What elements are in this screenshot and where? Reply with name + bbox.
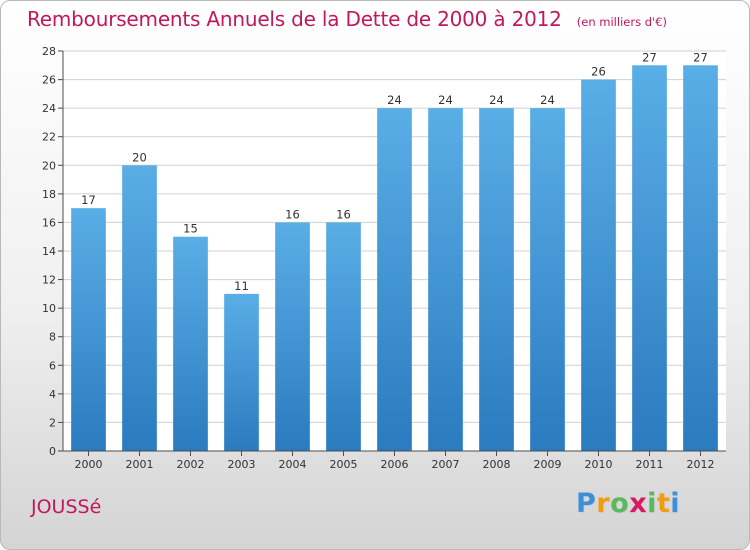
logo-letter: P (576, 488, 597, 519)
x-tick-label: 2000 (75, 458, 103, 471)
y-tick-label: 4 (49, 388, 56, 401)
chart-unit: (en milliers d'€) (576, 15, 667, 29)
bar-2002 (173, 236, 208, 451)
data-label-2007: 24 (438, 93, 453, 107)
data-label-layer: 17 20 15 11 16 16 24 24 24 24 26 27 27 (81, 50, 708, 293)
bar-layer (71, 65, 718, 452)
bar-2009 (530, 108, 565, 452)
x-tick-label: 2005 (330, 458, 358, 471)
bar-2001 (122, 165, 157, 452)
bar-2005 (326, 222, 361, 451)
data-label-2004: 16 (285, 207, 300, 221)
x-tick-label: 2012 (687, 458, 715, 471)
bar-2008 (479, 108, 514, 452)
bar-2006 (377, 108, 412, 452)
commune-name: JOUSSé (31, 496, 102, 518)
x-tick-label: 2006 (381, 458, 409, 471)
x-tick-label: 2002 (177, 458, 205, 471)
logo-letter: i (647, 488, 657, 519)
chart-title: Remboursements Annuels de la Dette de 20… (27, 7, 562, 31)
y-tick-label: 0 (49, 445, 56, 458)
x-tick-label: 2011 (636, 458, 664, 471)
x-tick-label: 2009 (534, 458, 562, 471)
bar-2010 (581, 79, 616, 452)
data-label-2010: 26 (591, 65, 606, 79)
x-tick-label: 2010 (585, 458, 613, 471)
y-tick-label: 16 (42, 216, 56, 229)
x-tick-label: 2004 (279, 458, 307, 471)
data-label-2001: 20 (132, 150, 147, 164)
y-tick-label: 24 (42, 102, 56, 115)
bar-2012 (683, 65, 718, 452)
data-label-2011: 27 (642, 50, 657, 64)
logo-letter: o (610, 488, 630, 519)
data-label-2009: 24 (540, 93, 555, 107)
bar-2004 (275, 222, 310, 451)
data-label-2003: 11 (234, 279, 249, 293)
logo-letter: x (629, 488, 648, 519)
data-label-2000: 17 (81, 193, 96, 207)
data-label-2012: 27 (693, 50, 708, 64)
data-label-2006: 24 (387, 93, 402, 107)
y-tick-label: 12 (42, 274, 56, 287)
logo-letter: i (670, 488, 681, 519)
y-tick-label: 10 (42, 302, 56, 315)
logo-letter: t (656, 488, 671, 519)
logo-letter: r (596, 488, 611, 519)
y-tick-label: 14 (42, 245, 56, 258)
y-tick-label: 28 (42, 45, 56, 58)
chart-title-row: Remboursements Annuels de la Dette de 20… (27, 7, 667, 31)
y-tick-label: 8 (49, 331, 56, 344)
bar-2011 (632, 65, 667, 452)
y-tick-label: 26 (42, 74, 56, 87)
data-label-2005: 16 (336, 207, 351, 221)
data-label-2008: 24 (489, 93, 504, 107)
y-tick-label: 2 (49, 416, 56, 429)
bar-2007 (428, 108, 463, 452)
y-tick-label: 18 (42, 188, 56, 201)
bar-2003 (224, 293, 259, 451)
x-tick-label: 2007 (432, 458, 460, 471)
y-tick-label: 6 (49, 359, 56, 372)
y-tick-label: 22 (42, 131, 56, 144)
data-label-2002: 15 (183, 222, 198, 236)
x-tick-label: 2003 (228, 458, 256, 471)
proxiti-logo: Proxiti (576, 488, 680, 519)
x-tick-label: 2008 (483, 458, 511, 471)
bar-2000 (71, 208, 106, 451)
x-tick-label: 2001 (126, 458, 154, 471)
y-tick-label: 20 (42, 159, 56, 172)
